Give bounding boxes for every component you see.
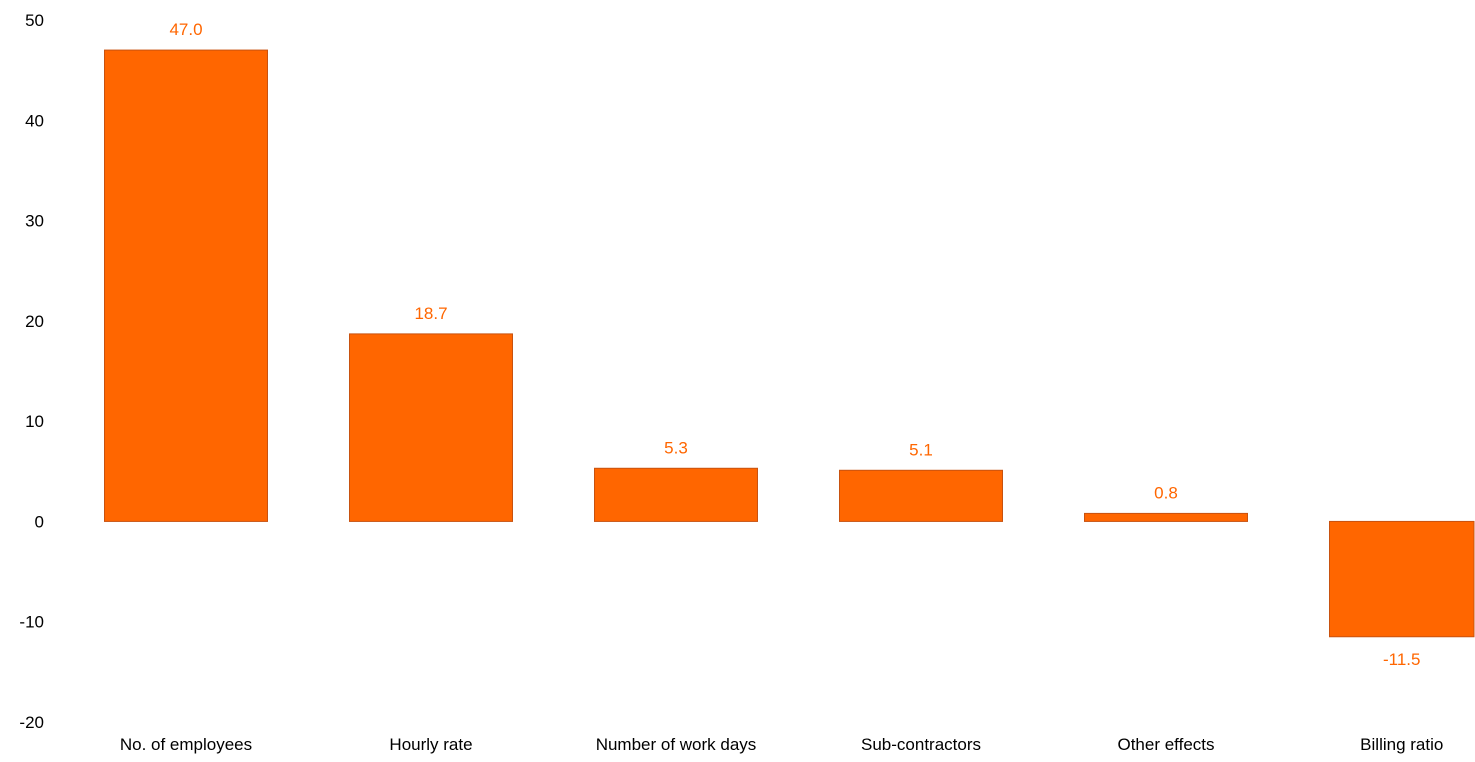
y-axis: 50 40 30 20 10 0 -10 -20: [19, 11, 44, 732]
x-axis: No. of employees Hourly rate Number of wor…: [120, 735, 1443, 754]
y-tick-label: 40: [25, 111, 44, 130]
x-category-label: Billing ratio: [1360, 735, 1443, 754]
bar: [839, 469, 1003, 522]
bar-value-label: -11.5: [1383, 650, 1421, 669]
data-labels: 47.0 18.7 5.3 5.1 0.8 -11.5: [169, 20, 1420, 669]
bar-value-label: 18.7: [414, 304, 447, 323]
y-tick-label: -20: [19, 713, 44, 732]
bars: [104, 49, 1475, 638]
bar: [1084, 512, 1248, 522]
y-tick-label: 30: [25, 212, 44, 231]
y-tick-label: 50: [25, 11, 44, 30]
bar-value-label: 5.1: [909, 440, 933, 459]
y-tick-label: 20: [25, 312, 44, 331]
x-category-label: Hourly rate: [389, 735, 472, 754]
x-category-label: Number of work days: [596, 735, 757, 754]
y-tick-label: -10: [19, 613, 44, 632]
x-category-label: No. of employees: [120, 735, 252, 754]
bar: [349, 333, 513, 522]
bar: [104, 49, 268, 522]
bar-value-label: 5.3: [664, 438, 688, 457]
y-tick-label: 0: [35, 512, 44, 531]
bar: [1329, 520, 1475, 638]
bar-value-label: 0.8: [1154, 483, 1178, 502]
x-category-label: Sub-contractors: [861, 735, 981, 754]
bar-value-label: 47.0: [169, 20, 202, 39]
y-tick-label: 10: [25, 412, 44, 431]
bar: [594, 467, 758, 522]
x-category-label: Other effects: [1117, 735, 1214, 754]
